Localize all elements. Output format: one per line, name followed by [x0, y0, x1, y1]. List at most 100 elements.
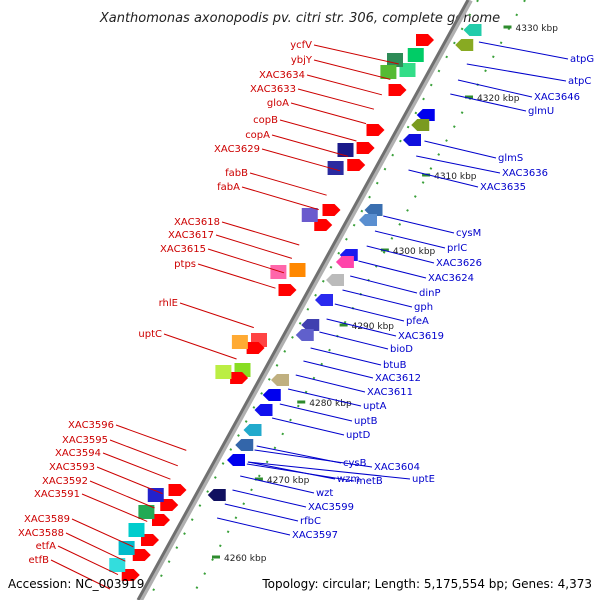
reverse-gene-block [271, 374, 289, 386]
forward-label-leader [207, 248, 285, 274]
scale-tick-label: 4260 kbp [224, 554, 267, 564]
forward-gene-block [278, 284, 297, 296]
reverse-gene-label[interactable]: wzt [316, 488, 333, 499]
forward-label-leader [102, 452, 171, 480]
forward-gene-block [416, 34, 434, 46]
forward-label-leader [297, 88, 375, 110]
reverse-gene-label[interactable]: uptD [346, 430, 371, 441]
scale-tick-label: 4280 kbp [309, 399, 352, 409]
forward-gene-label[interactable]: ycfV [290, 40, 312, 51]
reverse-gene-label[interactable]: XAC3635 [480, 182, 526, 193]
reverse-gene-block [463, 24, 482, 36]
forward-gene-label[interactable]: XAC3633 [250, 84, 296, 95]
forward-gene-label[interactable]: XAC3589 [24, 514, 70, 525]
reverse-gene-block [227, 454, 245, 466]
reverse-label-leader [319, 331, 389, 350]
forward-gene-label[interactable]: XAC3595 [62, 435, 108, 446]
forward-gene-label[interactable]: XAC3617 [168, 230, 214, 241]
reverse-gene-label[interactable]: XAC3619 [398, 331, 444, 342]
forward-gene-label[interactable]: etfB [29, 555, 50, 566]
forward-gene-label[interactable]: uptC [138, 329, 162, 340]
forward-gene-block [168, 484, 187, 496]
reverse-gene-label[interactable]: wzm [337, 474, 360, 485]
forward-label-leader [279, 119, 357, 142]
backbone-shadow [137, 0, 473, 600]
forward-label-leader [163, 333, 237, 360]
map-title: Xanthomonas axonopodis pv. citri str. 30… [99, 11, 500, 26]
forward-gene-label[interactable]: XAC3588 [18, 528, 64, 539]
reverse-gene-block [243, 424, 262, 436]
forward-gene-block [152, 514, 170, 526]
forward-gene-label[interactable]: XAC3615 [160, 244, 206, 255]
reverse-gene-label[interactable]: pfeA [406, 316, 429, 327]
reverse-gene-label[interactable]: XAC3597 [292, 530, 338, 541]
forward-label-leader [261, 148, 341, 172]
forward-gene-label[interactable]: XAC3596 [68, 420, 114, 431]
reverse-label-leader [256, 445, 342, 464]
forward-gene-label[interactable]: copB [253, 115, 278, 126]
forward-gene-block [121, 569, 140, 581]
forward-gene-label[interactable]: fabA [217, 182, 240, 193]
reverse-gene-label[interactable]: glmS [498, 153, 523, 164]
forward-label-leader [313, 59, 391, 80]
reverse-gene-label[interactable]: uptA [363, 401, 387, 412]
reverse-gene-block [301, 319, 320, 331]
reverse-label-leader [287, 388, 362, 407]
forward-gene-label[interactable]: XAC3594 [55, 448, 101, 459]
reverse-gene-label[interactable]: rfbC [300, 516, 321, 527]
reverse-gene-label[interactable]: bioD [390, 344, 413, 355]
reverse-gene-label[interactable]: btuB [383, 360, 407, 371]
forward-gene-block [231, 335, 248, 349]
reverse-gene-label[interactable]: XAC3611 [367, 387, 413, 398]
reverse-gene-label[interactable]: cysM [456, 228, 481, 239]
forward-gene-label[interactable]: etfA [36, 541, 57, 552]
forward-gene-label[interactable]: XAC3592 [42, 476, 88, 487]
reverse-gene-label[interactable]: XAC3599 [308, 502, 354, 513]
forward-gene-label[interactable]: XAC3618 [174, 217, 220, 228]
reverse-gene-label[interactable]: XAC3604 [374, 462, 420, 473]
forward-gene-label[interactable]: ybjY [291, 55, 313, 66]
forward-gene-label[interactable]: XAC3591 [34, 489, 80, 500]
reverse-label-leader [408, 169, 479, 188]
reverse-gene-label[interactable]: dinP [419, 288, 441, 299]
reverse-gene-label[interactable]: XAC3624 [428, 273, 474, 284]
forward-label-leader [109, 439, 178, 467]
scale-tick-label: 4270 kbp [267, 476, 310, 486]
reverse-label-leader [295, 374, 366, 393]
forward-label-leader [290, 102, 367, 125]
reverse-gene-label[interactable]: XAC3612 [375, 373, 421, 384]
forward-gene-label[interactable]: gloA [267, 98, 289, 109]
forward-label-leader [215, 234, 293, 259]
forward-label-leader [96, 466, 163, 495]
forward-gene-label[interactable]: XAC3634 [259, 70, 305, 81]
reverse-gene-label[interactable]: gph [414, 302, 433, 313]
reverse-label-leader [247, 461, 336, 480]
reverse-gene-label[interactable]: XAC3646 [534, 92, 580, 103]
reverse-gene-label[interactable]: atpC [568, 76, 591, 87]
reverse-gene-label[interactable]: metB [356, 476, 383, 487]
reverse-gene-label[interactable]: atpG [570, 54, 594, 65]
forward-gene-label[interactable]: copA [245, 130, 270, 141]
forward-gene-block [147, 488, 164, 502]
reverse-gene-label[interactable]: uptE [412, 474, 435, 485]
forward-gene-block [109, 558, 126, 572]
forward-gene-label[interactable]: fabB [225, 168, 248, 179]
forward-gene-block [132, 549, 151, 561]
forward-gene-block [380, 65, 397, 79]
forward-gene-block [337, 143, 354, 157]
reverse-gene-label[interactable]: prlC [447, 243, 467, 254]
reverse-label-leader [374, 230, 446, 249]
forward-gene-block [366, 124, 385, 136]
forward-gene-label[interactable]: XAC3593 [49, 462, 95, 473]
reverse-gene-block [416, 109, 435, 121]
reverse-label-leader [450, 93, 527, 112]
forward-gene-block [289, 263, 306, 277]
reverse-gene-label[interactable]: glmU [528, 106, 554, 117]
reverse-gene-label[interactable]: uptB [354, 416, 378, 427]
reverse-gene-label[interactable]: XAC3626 [436, 258, 482, 269]
forward-gene-label[interactable]: XAC3629 [214, 144, 260, 155]
reverse-gene-label[interactable]: XAC3636 [502, 168, 548, 179]
reverse-gene-label[interactable]: cysB [343, 458, 367, 469]
forward-gene-label[interactable]: rhlE [159, 298, 178, 309]
forward-gene-label[interactable]: ptps [174, 259, 196, 270]
